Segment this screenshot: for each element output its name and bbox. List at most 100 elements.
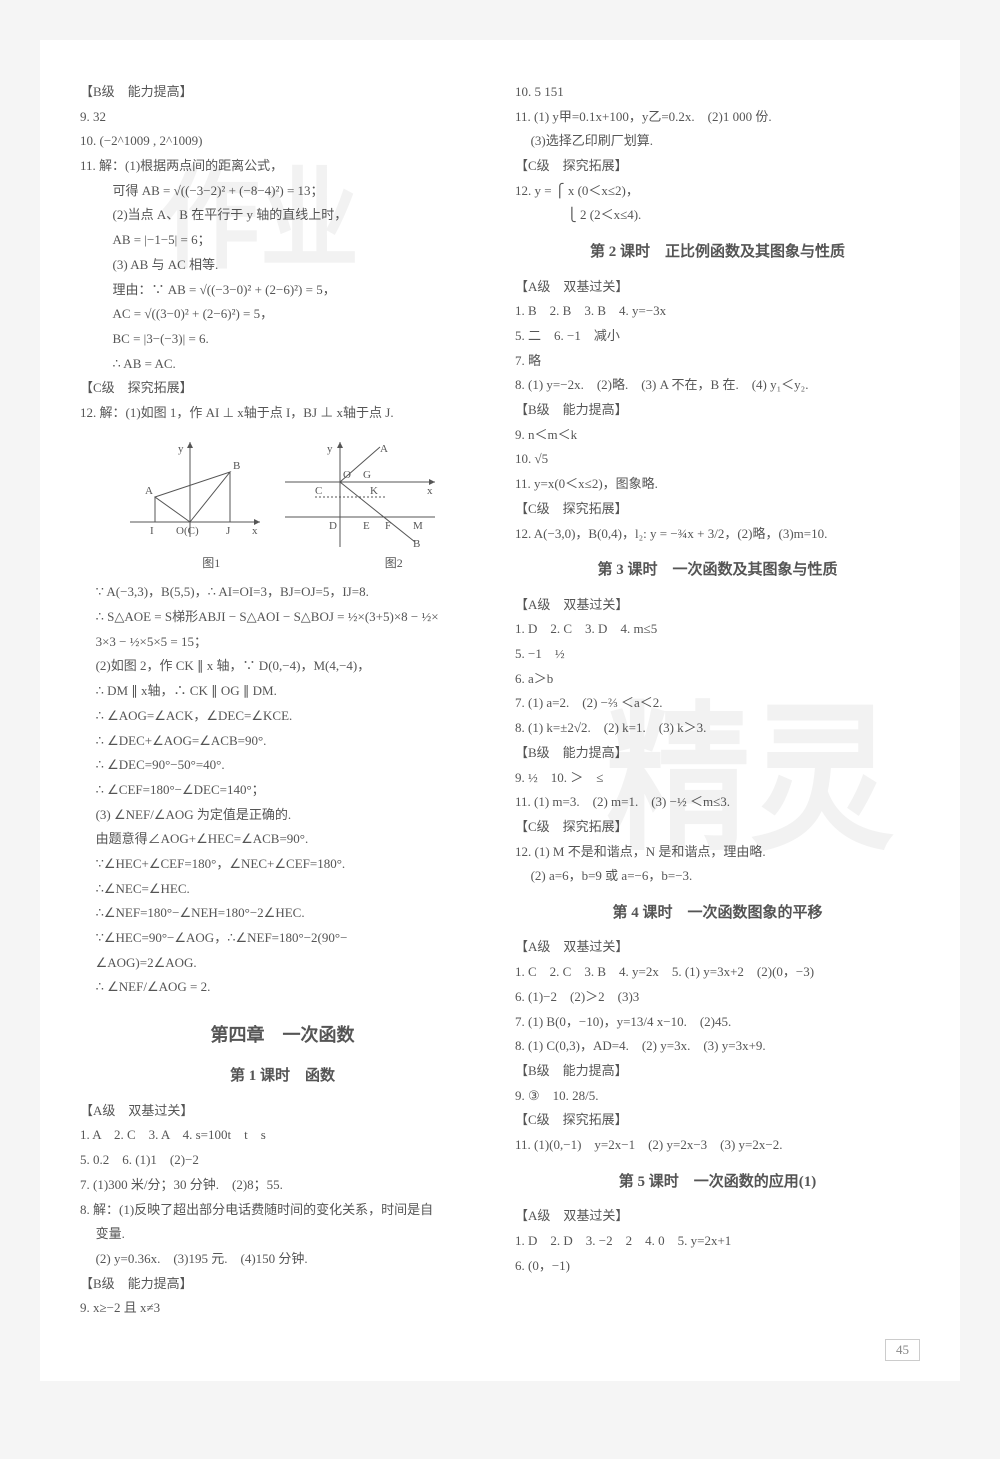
fig2-label-x: x xyxy=(427,485,433,497)
q12-l6: ∴ ∠AOG=∠ACK，∠DEC=∠KCE. xyxy=(80,704,485,729)
sec-a4-header: 【A级 双基过关】 xyxy=(515,935,920,960)
figure-1: A B I O(C) J x y xyxy=(130,442,260,537)
q12-l12: ∵∠HEC+∠CEF=180°，∠NEC+∠CEF=180°. xyxy=(80,852,485,877)
sec-c2-header: 【C级 探究拓展】 xyxy=(515,497,920,522)
q12-l13: ∴∠NEC=∠HEC. xyxy=(80,877,485,902)
fig1-label-J: J xyxy=(226,525,231,537)
fig2-label-M: M xyxy=(413,520,423,532)
q12-l15: ∵∠HEC=90°−∠AOG，∴∠NEF=180°−2(90°− xyxy=(80,926,485,951)
fig1-label-O: O(C) xyxy=(176,525,199,537)
l3-p1: 1. D 2. C 3. D 4. m≤5 xyxy=(515,617,920,642)
r-p12-l1: 12. y = ⎧ x (0＜x≤2)， xyxy=(515,179,920,204)
l4-p8: 8. (1) C(0,3)，AD=4. (2) y=3x. (3) y=3x+9… xyxy=(515,1034,920,1059)
q12-l7: ∴ ∠DEC+∠AOG=∠ACB=90°. xyxy=(80,729,485,754)
l2-p10: 10. √5 xyxy=(515,447,920,472)
l1-p8b: 变量. xyxy=(80,1222,485,1247)
q12-l10: (3) ∠NEF/∠AOG 为定值是正确的. xyxy=(80,803,485,828)
l3-p11: 11. (1) m=3. (2) m=1. (3) −½ ＜m≤3. xyxy=(515,790,920,815)
chapter-4-title: 第四章 一次函数 xyxy=(80,1018,485,1052)
q12-l11: 由题意得∠AOG+∠HEC=∠ACB=90°. xyxy=(80,827,485,852)
fig2-label-B: B xyxy=(413,538,420,550)
q12-l2: ∴ S△AOE = S梯形ABJI − S△AOI − S△BOJ = ½×(3… xyxy=(80,605,485,630)
q12-l17: ∴ ∠NEF/∠AOG = 2. xyxy=(80,975,485,1000)
l3-p8: 8. (1) k=±2√2. (2) k=1. (3) k＞3. xyxy=(515,716,920,741)
fig1-caption: 图1 xyxy=(120,552,303,575)
fig2-label-C: C xyxy=(315,485,322,497)
figure-svg: A B I O(C) J x y xyxy=(120,432,440,552)
fig2-label-D: D xyxy=(329,520,337,532)
l4-p6: 6. (1)−2 (2)＞2 (3)3 xyxy=(515,985,920,1010)
left-column: 【B级 能力提高】 9. 32 10. (−2^1009 , 2^1009) 1… xyxy=(80,80,485,1321)
section-b-header: 【B级 能力提高】 xyxy=(80,80,485,105)
q11-l2: (2)当点 A、B 在平行于 y 轴的直线上时， xyxy=(80,203,485,228)
l3-p7: 7. (1) a=2. (2) −⅔ ＜a＜2. xyxy=(515,691,920,716)
fig1-label-A: A xyxy=(145,485,153,497)
l3-p12b: (2) a=6，b=9 或 a=−6，b=−3. xyxy=(515,864,920,889)
fig2-label-y: y xyxy=(327,443,333,455)
lesson-3-title: 第 3 课时 一次函数及其图象与性质 xyxy=(515,556,920,585)
sec-c3-header: 【C级 探究拓展】 xyxy=(515,815,920,840)
sec-c4-header: 【C级 探究拓展】 xyxy=(515,1108,920,1133)
q12-l14: ∴∠NEF=180°−∠NEH=180°−2∠HEC. xyxy=(80,901,485,926)
q11-l1: 可得 AB = √((−3−2)² + (−8−4)²) = 13； xyxy=(80,179,485,204)
section-c-header: 【C级 探究拓展】 xyxy=(80,376,485,401)
fig1-label-I: I xyxy=(150,525,154,537)
q11-l6: AC = √((3−0)² + (2−6)²) = 5， xyxy=(80,302,485,327)
l2-p5: 5. 二 6. −1 减小 xyxy=(515,324,920,349)
fig2-caption: 图2 xyxy=(303,552,486,575)
page: 作业 精灵 【B级 能力提高】 9. 32 10. (−2^1009 , 2^1… xyxy=(40,40,960,1381)
fig2-label-F: F xyxy=(385,520,391,532)
q12-l9: ∴ ∠CEF=180°−∠DEC=140°； xyxy=(80,778,485,803)
q9: 9. 32 xyxy=(80,105,485,130)
q11-l4: (3) AB 与 AC 相等. xyxy=(80,253,485,278)
right-column: 10. 5 151 11. (1) y甲=0.1x+100，y乙=0.2x. (… xyxy=(515,80,920,1321)
section-b1-header: 【B级 能力提高】 xyxy=(80,1272,485,1297)
q11-l7: BC = |3−(−3)| = 6. xyxy=(80,327,485,352)
fig2-label-A: A xyxy=(380,443,388,455)
l1-p9: 9. x≥−2 且 x≠3 xyxy=(80,1296,485,1321)
lesson-2-title: 第 2 课时 正比例函数及其图象与性质 xyxy=(515,238,920,267)
sec-b3-header: 【B级 能力提高】 xyxy=(515,741,920,766)
section-a1-header: 【A级 双基过关】 xyxy=(80,1099,485,1124)
l2-p8: 8. (1) y=−2x. (2)略. (3) A 不在，B 在. (4) y₁… xyxy=(515,373,920,398)
r-p10: 10. 5 151 xyxy=(515,80,920,105)
fig1-label-y: y xyxy=(178,443,184,455)
fig1-label-B: B xyxy=(233,460,240,472)
q11-head: 11. 解：(1)根据两点间的距离公式， xyxy=(80,154,485,179)
q11-l8: ∴ AB = AC. xyxy=(80,352,485,377)
l3-p5: 5. −1 ½ xyxy=(515,642,920,667)
q10: 10. (−2^1009 , 2^1009) xyxy=(80,129,485,154)
lesson-1-title: 第 1 课时 函数 xyxy=(80,1062,485,1091)
l2-p11: 11. y=x(0＜x≤2)，图象略. xyxy=(515,472,920,497)
l1-p5: 5. 0.2 6. (1)1 (2)−2 xyxy=(80,1148,485,1173)
sec-b4-header: 【B级 能力提高】 xyxy=(515,1059,920,1084)
q12-head: 12. 解：(1)如图 1，作 AI ⊥ x轴于点 I，BJ ⊥ x轴于点 J. xyxy=(80,401,485,426)
q12-l8: ∴ ∠DEC=90°−50°=40°. xyxy=(80,753,485,778)
l1-p7: 7. (1)300 米/分；30 分钟. (2)8；55. xyxy=(80,1173,485,1198)
l1-p8a: 8. 解：(1)反映了超出部分电话费随时间的变化关系，时间是自 xyxy=(80,1198,485,1223)
l1-p8c: (2) y=0.36x. (3)195 元. (4)150 分钟. xyxy=(80,1247,485,1272)
l4-p1: 1. C 2. C 3. B 4. y=2x 5. (1) y=3x+2 (2)… xyxy=(515,960,920,985)
two-column-layout: 【B级 能力提高】 9. 32 10. (−2^1009 , 2^1009) 1… xyxy=(80,80,920,1321)
fig2-label-K: K xyxy=(370,485,378,497)
q12-l4: (2)如图 2，作 CK ∥ x 轴，∵ D(0,−4)，M(4,−4)， xyxy=(80,654,485,679)
fig2-label-E: E xyxy=(363,520,370,532)
q11-l3: AB = |−1−5| = 6； xyxy=(80,228,485,253)
q12-l5: ∴ DM ∥ x轴，∴ CK ∥ OG ∥ DM. xyxy=(80,679,485,704)
r-p11-l1: 11. (1) y甲=0.1x+100，y乙=0.2x. (2)1 000 份. xyxy=(515,105,920,130)
fig1-label-x: x xyxy=(252,525,258,537)
l2-p7: 7. 略 xyxy=(515,349,920,374)
sec-a2-header: 【A级 双基过关】 xyxy=(515,275,920,300)
q12-l1: ∵ A(−3,3)，B(5,5)，∴ AI=OI=3，BJ=OJ=5，IJ=8. xyxy=(80,580,485,605)
r-p11-l2: (3)选择乙印刷厂划算. xyxy=(515,129,920,154)
r-sec-c-header: 【C级 探究拓展】 xyxy=(515,154,920,179)
fig2-label-O: O xyxy=(343,469,351,481)
l2-p9: 9. n＜m＜k xyxy=(515,423,920,448)
page-number: 45 xyxy=(885,1339,920,1361)
l4-p7: 7. (1) B(0，−10)，y=13/4 x−10. (2)45. xyxy=(515,1010,920,1035)
lesson-5-title: 第 5 课时 一次函数的应用(1) xyxy=(515,1168,920,1197)
q12-l16: ∠AOG)=2∠AOG. xyxy=(80,951,485,976)
l4-p9: 9. ③ 10. 28/5. xyxy=(515,1084,920,1109)
l5-p1: 1. D 2. D 3. −2 2 4. 0 5. y=2x+1 xyxy=(515,1229,920,1254)
l3-p6: 6. a＞b xyxy=(515,667,920,692)
